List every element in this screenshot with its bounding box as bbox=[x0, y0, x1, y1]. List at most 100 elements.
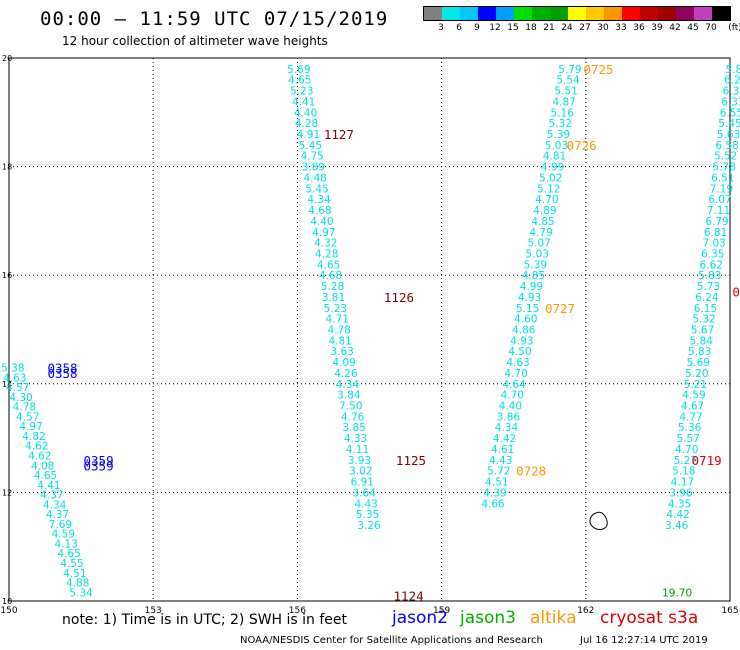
pass-time-label: 0 bbox=[732, 284, 740, 299]
wave-height-value: 4.43 bbox=[354, 498, 377, 510]
wave-height-value: 5.03 bbox=[526, 248, 549, 260]
y-tick-label: 14 bbox=[2, 380, 12, 389]
wave-height-value: 5.21 bbox=[684, 379, 707, 391]
wave-height-value: 7.19 bbox=[710, 183, 733, 195]
island-outline bbox=[589, 511, 608, 530]
wave-height-value: 4.34 bbox=[43, 499, 67, 511]
x-tick-label: 153 bbox=[145, 606, 162, 616]
wave-height-value: 5.83 bbox=[688, 346, 711, 358]
wave-height-value: 4.66 bbox=[481, 498, 505, 510]
legend-label: 24 bbox=[561, 23, 573, 33]
wave-height-value: 6.55 bbox=[720, 107, 740, 119]
wave-height-value: 5.51 bbox=[554, 86, 577, 98]
wave-height-value: 6.33 bbox=[721, 96, 740, 108]
wave-height-value: 4.34 bbox=[336, 379, 360, 391]
legend-label: 21 bbox=[543, 23, 555, 33]
legend-label: 42 bbox=[669, 23, 681, 33]
legend-color-bar bbox=[423, 6, 731, 21]
wave-height-value: 4.48 bbox=[303, 172, 326, 184]
legend-label: 39 bbox=[651, 23, 663, 33]
wave-height-value: 4.89 bbox=[533, 205, 556, 217]
legend-label: 15 bbox=[507, 23, 519, 33]
wave-height-value: 4.57 bbox=[6, 382, 29, 394]
wave-height-value: 4.60 bbox=[514, 314, 537, 326]
y-tick-label: 10 bbox=[2, 597, 12, 606]
legend-swatch bbox=[532, 7, 550, 20]
pass-time-label: 1124 bbox=[394, 589, 424, 604]
legend-label: 9 bbox=[474, 23, 480, 33]
wave-height-value: 4.99 bbox=[520, 281, 543, 293]
legend-swatch bbox=[604, 7, 622, 20]
timestamp: Jul 16 12:27:14 UTC 2019 bbox=[580, 635, 708, 646]
legend-swatch bbox=[568, 7, 586, 20]
wave-height-value: 4.93 bbox=[518, 292, 541, 304]
legend-swatch bbox=[478, 7, 496, 20]
wave-height-value: 4.50 bbox=[508, 346, 531, 358]
wave-height-value: 4.37 bbox=[46, 509, 69, 521]
wave-height-value: 4.42 bbox=[666, 509, 689, 521]
wave-height-value: 4.85 bbox=[531, 216, 554, 228]
wave-height-value: 4.85 bbox=[522, 270, 545, 282]
wave-height-value: 4.93 bbox=[510, 335, 533, 347]
x-tick-label: 162 bbox=[577, 606, 594, 616]
wave-height-value: 5.69 bbox=[287, 64, 310, 76]
legend-swatch bbox=[586, 7, 604, 20]
wave-height-value: 5.54 bbox=[556, 75, 580, 87]
legend-label: 6 bbox=[456, 23, 462, 33]
wave-height-value: 5.69 bbox=[687, 357, 710, 369]
wave-height-value: 5.34 bbox=[69, 587, 93, 599]
wave-height-value: 4.40 bbox=[310, 216, 333, 228]
wave-height-value: 4.65 bbox=[288, 75, 311, 87]
wave-height-value: 4.59 bbox=[682, 390, 705, 402]
wave-height-value: 4.35 bbox=[668, 498, 691, 510]
pass-time-label: 0719 bbox=[692, 453, 722, 468]
legend-label: 70 bbox=[705, 23, 717, 33]
pass-time-label: 0358 bbox=[47, 361, 77, 376]
wave-height-value: 4.91 bbox=[297, 129, 320, 141]
wave-height-value: 4.97 bbox=[312, 227, 335, 239]
wave-height-value: 5.35 bbox=[356, 509, 379, 521]
wave-height-value: 4.39 bbox=[483, 487, 506, 499]
pass-time-label: 0728 bbox=[516, 464, 546, 479]
wave-height-value: 4.65 bbox=[57, 548, 80, 560]
legend-label: 33 bbox=[615, 23, 627, 33]
wave-height-value: 4.71 bbox=[326, 314, 349, 326]
wave-height-value: 5.45 bbox=[299, 140, 322, 152]
wave-height-value: 5.39 bbox=[547, 129, 570, 141]
wave-height-value: 5.39 bbox=[524, 259, 547, 271]
pass-time-label: 0358 bbox=[47, 366, 77, 381]
legend-label: 3 bbox=[438, 23, 444, 33]
wave-height-value: 4.34 bbox=[495, 422, 519, 434]
wave-height-value: 6.35 bbox=[701, 248, 724, 260]
wave-height-value: 5.32 bbox=[692, 314, 715, 326]
legend-label: 27 bbox=[579, 23, 591, 33]
wave-height-value: 4.78 bbox=[13, 402, 36, 414]
wave-height-value: 5.72 bbox=[487, 466, 510, 478]
legend-swatch bbox=[658, 7, 676, 20]
wave-height-value: 4.70 bbox=[675, 444, 698, 456]
wave-height-value: 4.68 bbox=[319, 270, 342, 282]
wave-height-value: 7.11 bbox=[707, 205, 730, 217]
wave-height-value: 4.61 bbox=[491, 444, 514, 456]
wave-height-value: 5.63 bbox=[717, 129, 740, 141]
y-tick-label: 12 bbox=[2, 488, 12, 497]
wave-height-value: 4.41 bbox=[292, 96, 315, 108]
wave-height-value: 6.35 bbox=[723, 86, 740, 98]
grid-lines bbox=[9, 58, 730, 601]
credit-line: NOAA/NESDIS Center for Satellite Applica… bbox=[240, 635, 543, 646]
x-tick-label: 165 bbox=[721, 606, 738, 616]
wave-height-value: 4.40 bbox=[294, 107, 317, 119]
wave-height-value: 4.87 bbox=[552, 96, 575, 108]
wave-height-value: 4.70 bbox=[504, 368, 527, 380]
pass-time-label: 0359 bbox=[84, 453, 114, 468]
wave-height-value: 4.82 bbox=[22, 431, 45, 443]
wave-height-value: 5.45 bbox=[718, 118, 740, 130]
wave-height-value: 3.63 bbox=[330, 346, 353, 358]
wave-height-value: 5.84 bbox=[689, 335, 713, 347]
pass-time-label: 0727 bbox=[545, 301, 575, 316]
legend-swatch bbox=[550, 7, 568, 20]
wave-height-value: 4.17 bbox=[671, 477, 694, 489]
wave-height-value: 5.28 bbox=[321, 281, 344, 293]
wave-height-value: 4.65 bbox=[34, 470, 57, 482]
